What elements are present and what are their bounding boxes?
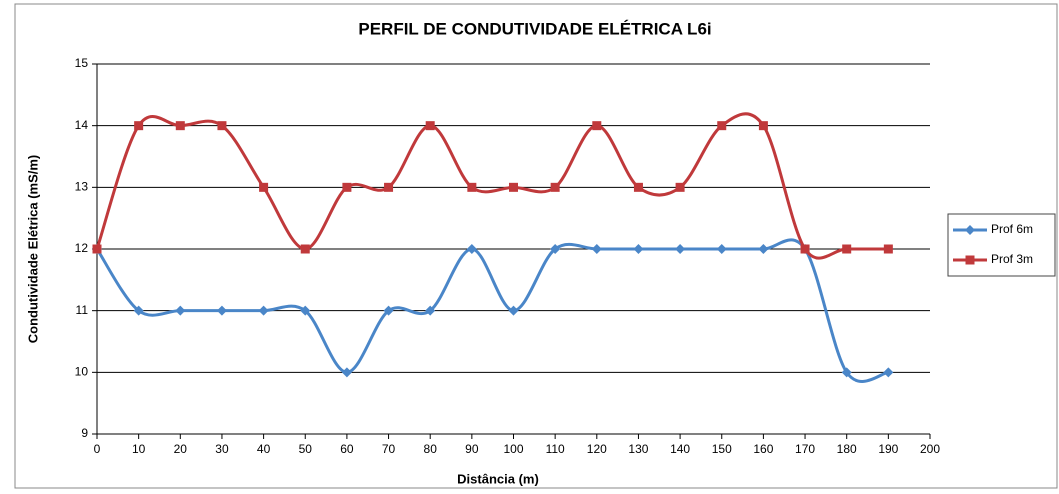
x-tick-label: 30: [215, 442, 229, 456]
x-tick-label: 200: [920, 442, 940, 456]
x-tick-label: 130: [628, 442, 648, 456]
x-tick-label: 110: [546, 442, 565, 456]
data-point: [425, 121, 435, 131]
data-point: [591, 244, 602, 254]
x-tick-label: 140: [670, 442, 690, 456]
data-point: [175, 305, 186, 316]
x-tick-label: 190: [878, 442, 898, 456]
data-point: [466, 244, 477, 254]
data-point: [842, 244, 852, 254]
data-point: [716, 244, 727, 254]
legend-marker: [965, 225, 975, 235]
x-tick-label: 60: [340, 442, 354, 456]
x-tick-label: 100: [503, 442, 523, 456]
x-tick-label: 40: [257, 442, 271, 456]
data-point: [675, 182, 685, 192]
data-point: [633, 244, 644, 254]
data-point: [175, 121, 185, 131]
data-point: [717, 121, 727, 131]
legend-marker: [965, 255, 975, 265]
data-point: [341, 367, 352, 378]
x-tick-label: 180: [837, 442, 857, 456]
data-point: [592, 121, 602, 131]
data-point: [258, 305, 269, 316]
data-point: [259, 182, 269, 192]
x-tick-label: 80: [424, 442, 438, 456]
x-tick-label: 0: [94, 442, 101, 456]
data-point: [425, 305, 436, 316]
x-tick-label: 160: [753, 442, 773, 456]
y-tick-label: 15: [75, 56, 89, 70]
data-point: [383, 305, 394, 316]
legend-label: Prof 6m: [991, 222, 1033, 236]
x-tick-label: 50: [299, 442, 313, 456]
data-point: [300, 305, 311, 316]
data-point: [508, 305, 519, 316]
data-point: [550, 182, 560, 192]
data-point: [883, 244, 893, 254]
data-point: [133, 305, 144, 316]
data-point: [758, 244, 769, 254]
x-tick-label: 20: [174, 442, 188, 456]
data-point: [509, 182, 518, 192]
chart-title: PERFIL DE CONDUTIVIDADE ELÉTRICA L6i: [358, 19, 711, 38]
x-axis-title: Distância (m): [457, 471, 539, 486]
y-tick-label: 10: [75, 365, 89, 379]
legend-label: Prof 3m: [991, 252, 1033, 266]
x-tick-label: 120: [587, 442, 607, 456]
data-point: [633, 182, 643, 192]
y-tick-label: 11: [76, 303, 89, 317]
data-point: [217, 121, 227, 131]
data-point: [841, 367, 852, 378]
data-point: [384, 182, 394, 192]
x-tick-label: 70: [382, 442, 396, 456]
data-point: [675, 244, 686, 254]
data-point: [758, 121, 768, 131]
data-point: [883, 367, 894, 378]
x-tick-label: 90: [465, 442, 479, 456]
y-tick-label: 9: [81, 426, 88, 440]
x-tick-label: 170: [795, 442, 815, 456]
x-tick-label: 10: [132, 442, 146, 456]
data-point: [92, 244, 102, 254]
data-point: [800, 244, 810, 254]
legend-box: [947, 213, 1056, 277]
data-point: [342, 182, 352, 192]
data-point: [216, 305, 227, 316]
y-tick-label: 13: [75, 180, 89, 194]
y-tick-label: 12: [75, 241, 89, 255]
y-axis-title: Condutividade Elétrica (mS/m): [25, 155, 40, 344]
x-tick-label: 150: [712, 442, 732, 456]
y-tick-label: 14: [75, 118, 89, 132]
data-point: [134, 121, 144, 131]
data-point: [300, 244, 310, 254]
data-point: [467, 182, 477, 192]
data-point: [550, 244, 561, 254]
